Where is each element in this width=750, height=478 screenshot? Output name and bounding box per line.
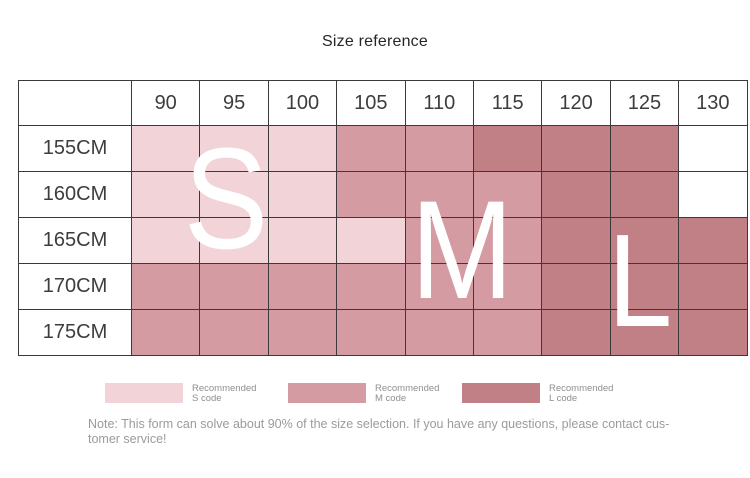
legend-label-line1: Recommended (192, 383, 257, 394)
legend-item-l: Recommended L code (462, 383, 613, 404)
size-cell (472, 125, 543, 172)
row-header: 155CM (18, 125, 132, 172)
legend-label-line2: L code (549, 392, 578, 404)
col-header: 130 (678, 80, 748, 126)
header-row: 90 95 100 105 110 115 120 125 130 (18, 80, 748, 126)
legend-swatch-s (105, 383, 183, 403)
size-cell (267, 125, 338, 172)
size-cell (678, 171, 748, 218)
page-title: Size reference (322, 33, 428, 50)
size-cell (472, 309, 543, 356)
legend-swatch-l (462, 383, 540, 403)
row-header: 160CM (18, 171, 132, 218)
size-cell (267, 171, 338, 218)
size-cell (678, 217, 748, 264)
col-header: 100 (267, 80, 338, 126)
size-cell (336, 309, 406, 356)
size-cell (404, 125, 474, 172)
legend-label-line1: Recommended (549, 383, 614, 394)
size-cell (472, 217, 543, 264)
legend-label-line2: S code (192, 392, 222, 404)
size-cell (199, 309, 269, 356)
legend-label: Recommended M code (375, 383, 439, 404)
size-cell (336, 125, 406, 172)
legend-label: Recommended S code (192, 383, 256, 404)
size-cell (609, 309, 680, 356)
size-cell (541, 309, 611, 356)
size-cell (404, 171, 474, 218)
size-cell (267, 309, 338, 356)
size-cell (541, 263, 611, 310)
size-cell (678, 263, 748, 310)
table-row: 160CM (18, 171, 748, 218)
size-cell (130, 309, 201, 356)
size-cell (130, 171, 201, 218)
size-cell (199, 171, 269, 218)
size-reference-table: 90 95 100 105 110 115 120 125 130 155CM 160CM 165C… (18, 80, 748, 356)
col-header: 90 (130, 80, 201, 126)
size-cell (199, 125, 269, 172)
size-cell (541, 217, 611, 264)
legend-label-line1: Recommended (375, 383, 440, 394)
size-cell (472, 171, 543, 218)
note-line-2: tomer service! (88, 431, 167, 446)
size-cell (678, 309, 748, 356)
size-cell (404, 309, 474, 356)
table-row: 165CM (18, 217, 748, 264)
col-header: 120 (541, 80, 611, 126)
legend-item-m: Recommended M code (288, 383, 439, 404)
size-cell (199, 263, 269, 310)
legend-label-line2: M code (375, 392, 407, 404)
size-cell (267, 263, 338, 310)
size-cell (404, 263, 474, 310)
row-header: 170CM (18, 263, 132, 310)
size-cell (130, 125, 201, 172)
size-cell (609, 263, 680, 310)
corner-cell (18, 80, 132, 126)
note-text: Note: This form can solve about 90% of t… (88, 417, 669, 447)
col-header: 115 (472, 80, 543, 126)
table-row: 170CM (18, 263, 748, 310)
col-header: 110 (404, 80, 474, 126)
size-cell (336, 171, 406, 218)
size-cell (541, 125, 611, 172)
col-header: 95 (199, 80, 269, 126)
col-header: 125 (609, 80, 680, 126)
note-line-1: Note: This form can solve about 90% of t… (88, 417, 670, 431)
size-cell (404, 217, 474, 264)
legend-swatch-m (288, 383, 366, 403)
size-cell (678, 125, 748, 172)
size-cell (472, 263, 543, 310)
table-row: 155CM (18, 125, 748, 172)
size-cell (336, 263, 406, 310)
size-cell (609, 171, 680, 218)
size-cell (199, 217, 269, 264)
row-header: 165CM (18, 217, 132, 264)
col-header: 105 (336, 80, 406, 126)
legend-item-s: Recommended S code (105, 383, 256, 404)
size-cell (130, 263, 201, 310)
size-cell (267, 217, 338, 264)
size-cell (609, 217, 680, 264)
size-cell (130, 217, 201, 264)
table-row: 175CM (18, 309, 748, 356)
size-cell (336, 217, 406, 264)
size-cell (541, 171, 611, 218)
size-cell (609, 125, 680, 172)
row-header: 175CM (18, 309, 132, 356)
legend-label: Recommended L code (549, 383, 613, 404)
